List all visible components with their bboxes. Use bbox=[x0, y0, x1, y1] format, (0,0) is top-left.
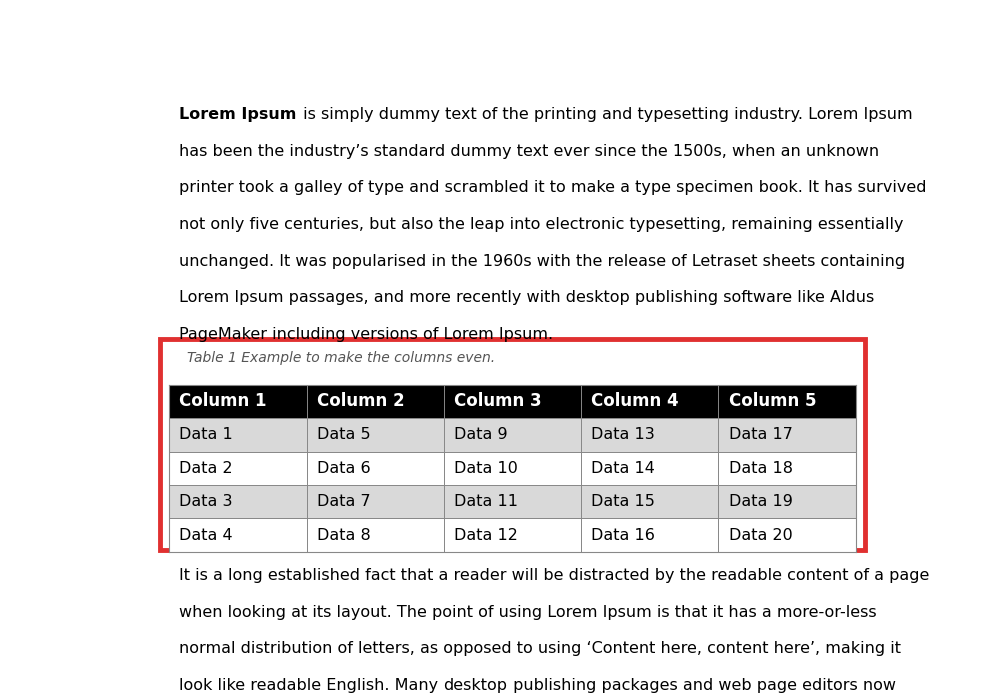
Bar bbox=[718, 452, 856, 485]
Text: Data 17: Data 17 bbox=[729, 428, 792, 442]
Bar bbox=[718, 418, 856, 452]
Bar bbox=[307, 452, 444, 485]
Text: Column 3: Column 3 bbox=[454, 393, 542, 410]
Text: Data 8: Data 8 bbox=[317, 528, 370, 542]
Bar bbox=[581, 452, 718, 485]
Text: Data 1: Data 1 bbox=[179, 428, 233, 442]
Bar bbox=[444, 385, 581, 418]
Bar bbox=[581, 418, 718, 452]
Bar bbox=[160, 339, 865, 550]
Bar bbox=[444, 418, 581, 452]
Text: Data 2: Data 2 bbox=[179, 461, 233, 476]
Bar bbox=[307, 418, 444, 452]
Text: Lorem Ipsum passages, and more recently with desktop publishing software like Al: Lorem Ipsum passages, and more recently … bbox=[179, 290, 874, 305]
Text: Data 12: Data 12 bbox=[454, 528, 518, 542]
Text: Data 11: Data 11 bbox=[454, 494, 518, 509]
Text: is simply dummy text of the printing and typesetting industry. Lorem Ipsum: is simply dummy text of the printing and… bbox=[298, 107, 913, 122]
Bar bbox=[307, 519, 444, 552]
Text: Data 14: Data 14 bbox=[591, 461, 655, 476]
Bar bbox=[581, 485, 718, 519]
Bar bbox=[718, 385, 856, 418]
Text: Data 5: Data 5 bbox=[317, 428, 370, 442]
Text: Column 4: Column 4 bbox=[591, 393, 679, 410]
Bar bbox=[581, 385, 718, 418]
Text: Data 16: Data 16 bbox=[591, 528, 655, 542]
Text: not only five centuries, but also the leap into electronic typesetting, remainin: not only five centuries, but also the le… bbox=[179, 217, 904, 232]
Text: Data 18: Data 18 bbox=[729, 461, 793, 476]
Text: Column 5: Column 5 bbox=[729, 393, 816, 410]
Text: normal distribution of letters, as opposed to using ‘Content here, content here’: normal distribution of letters, as oppos… bbox=[179, 641, 901, 657]
Text: Data 20: Data 20 bbox=[729, 528, 792, 542]
Bar bbox=[444, 519, 581, 552]
Bar bbox=[718, 485, 856, 519]
Text: publishing packages and web page editors now: publishing packages and web page editors… bbox=[508, 678, 896, 693]
Bar bbox=[169, 452, 307, 485]
Text: printer took a galley of type and scrambled it to make a type specimen book. It : printer took a galley of type and scramb… bbox=[179, 181, 927, 195]
Text: has been the industry’s standard dummy text ever since the 1500s, when an unknow: has been the industry’s standard dummy t… bbox=[179, 144, 879, 159]
Bar bbox=[444, 485, 581, 519]
Text: Column 2: Column 2 bbox=[317, 393, 404, 410]
Text: desktop: desktop bbox=[444, 678, 508, 693]
Bar bbox=[444, 452, 581, 485]
Bar bbox=[581, 519, 718, 552]
Bar bbox=[169, 519, 307, 552]
Text: Data 19: Data 19 bbox=[729, 494, 792, 509]
Text: Data 7: Data 7 bbox=[317, 494, 370, 509]
Bar bbox=[307, 385, 444, 418]
Text: when looking at its layout. The point of using Lorem Ipsum is that it has a more: when looking at its layout. The point of… bbox=[179, 605, 877, 620]
Text: Table 1 Example to make the columns even.: Table 1 Example to make the columns even… bbox=[187, 351, 495, 365]
Text: Data 4: Data 4 bbox=[179, 528, 233, 542]
Text: Column 1: Column 1 bbox=[179, 393, 267, 410]
Text: PageMaker including versions of Lorem Ipsum.: PageMaker including versions of Lorem Ip… bbox=[179, 327, 553, 342]
Text: Lorem Ipsum: Lorem Ipsum bbox=[179, 107, 297, 122]
Text: It is a long established fact that a reader will be distracted by the readable c: It is a long established fact that a rea… bbox=[179, 568, 930, 583]
Text: unchanged. It was popularised in the 1960s with the release of Letraset sheets c: unchanged. It was popularised in the 196… bbox=[179, 254, 905, 269]
Bar bbox=[169, 418, 307, 452]
Text: Data 15: Data 15 bbox=[591, 494, 655, 509]
Bar bbox=[718, 519, 856, 552]
Text: Data 10: Data 10 bbox=[454, 461, 518, 476]
Bar bbox=[307, 485, 444, 519]
Text: Data 6: Data 6 bbox=[317, 461, 370, 476]
Text: Data 3: Data 3 bbox=[179, 494, 233, 509]
Text: Data 9: Data 9 bbox=[454, 428, 508, 442]
Bar bbox=[169, 485, 307, 519]
Bar bbox=[169, 385, 307, 418]
Text: look like readable English. Many: look like readable English. Many bbox=[179, 678, 444, 693]
Text: Data 13: Data 13 bbox=[591, 428, 655, 442]
